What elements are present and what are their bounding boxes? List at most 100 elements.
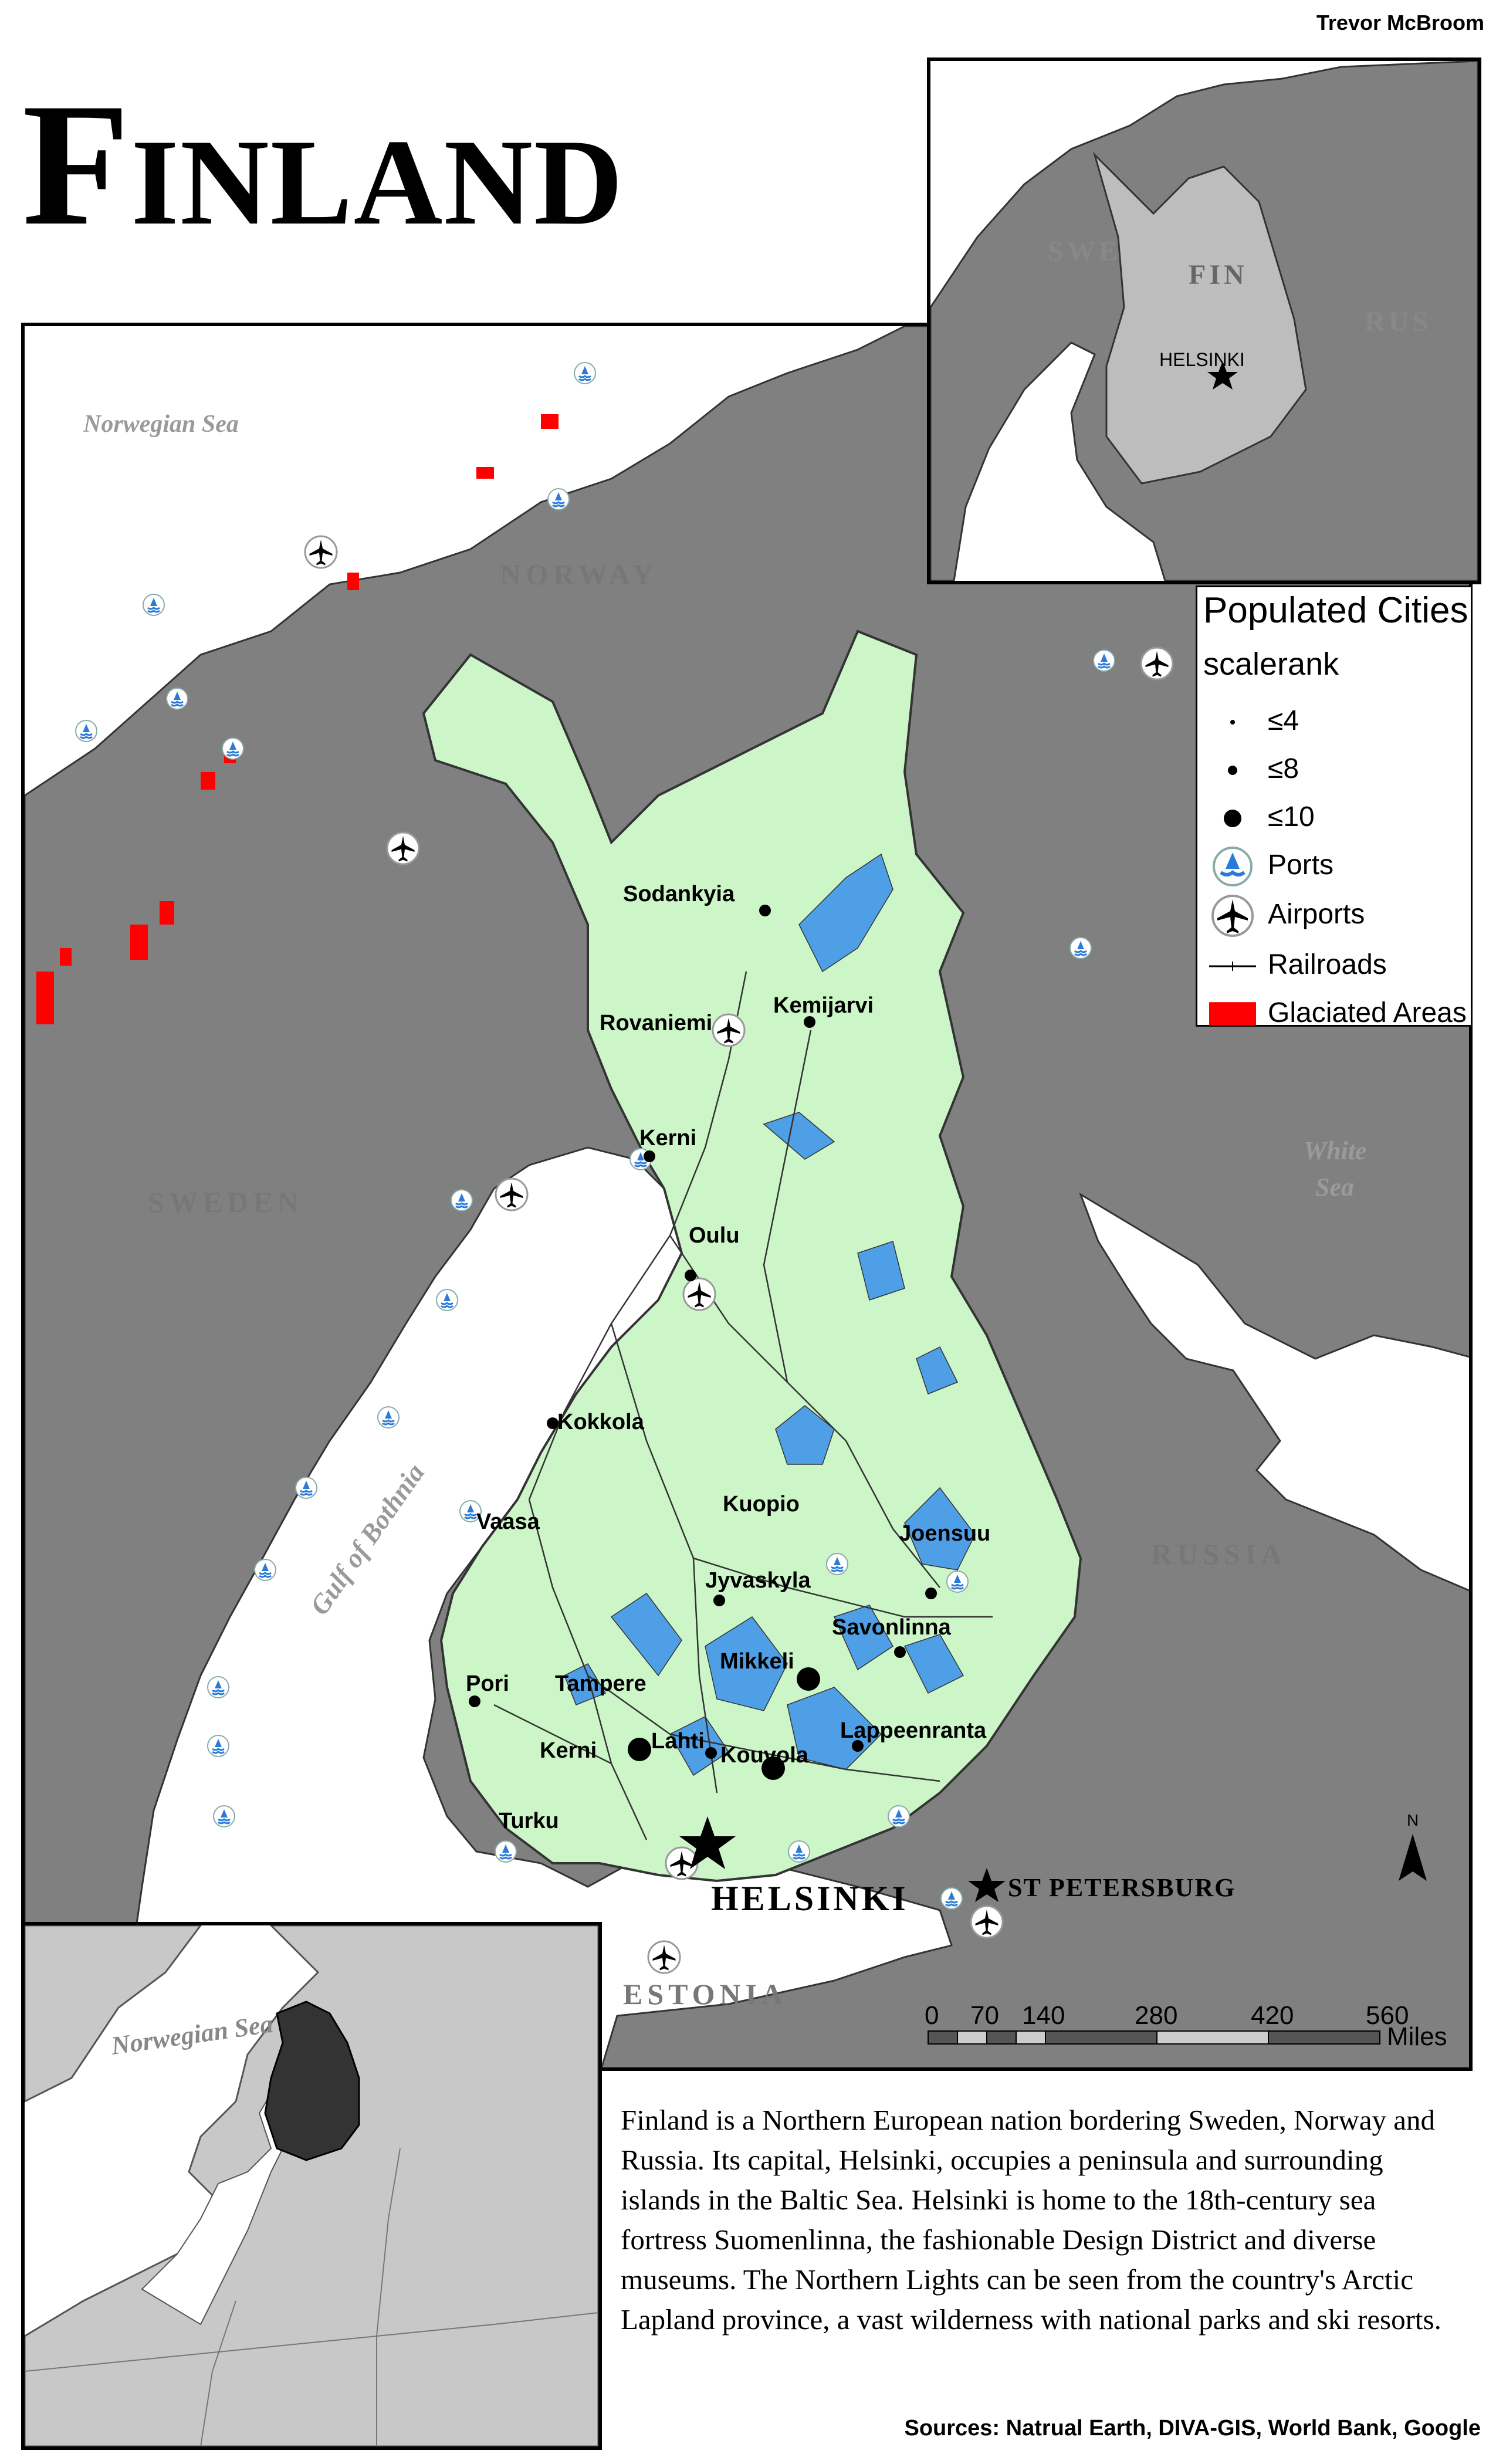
main-map-canvas: Sodankyia Kemijarvi Rovaniemi Kerni Oulu… bbox=[25, 326, 1469, 2071]
port-icon bbox=[377, 1406, 400, 1429]
railroad-icon bbox=[1209, 962, 1256, 971]
airport-icon bbox=[1211, 895, 1254, 937]
svg-text:280: 280 bbox=[1135, 2001, 1177, 2030]
legend-subtitle: scalerank bbox=[1203, 647, 1339, 682]
port-icon bbox=[887, 1805, 911, 1828]
city-label: Savonlinna bbox=[832, 1615, 952, 1640]
city-label: Jyvaskyla bbox=[705, 1568, 811, 1593]
swe-label: SWE bbox=[1048, 236, 1121, 267]
white-sea-label-1: White bbox=[1304, 1136, 1367, 1165]
port-icon bbox=[946, 1570, 969, 1593]
estonia-label: ESTONIA bbox=[623, 1978, 787, 2011]
airport-icon bbox=[495, 1177, 529, 1211]
scale-bar: 0 70 140 280 420 560 Miles bbox=[925, 2001, 1447, 2051]
airport-icon bbox=[682, 1277, 716, 1311]
legend-item: Ports bbox=[1197, 843, 1471, 890]
port-icon bbox=[1213, 847, 1253, 886]
glaciated-areas bbox=[36, 414, 559, 1024]
city-label: Mikkeli bbox=[720, 1649, 794, 1674]
dot-medium-icon bbox=[1228, 766, 1237, 775]
page-title: Finland bbox=[22, 67, 624, 262]
main-map[interactable]: Sodankyia Kemijarvi Rovaniemi Kerni Oulu… bbox=[21, 323, 1473, 2071]
port-icon bbox=[642, 2070, 663, 2071]
svg-text:N: N bbox=[1407, 1811, 1419, 1829]
city-labels: Sodankyia Kemijarvi Rovaniemi Kerni Oulu… bbox=[466, 882, 990, 1833]
city-label: Kokkola bbox=[557, 1410, 645, 1434]
russia-label: RUSSIA bbox=[1151, 1538, 1287, 1571]
svg-text:70: 70 bbox=[970, 2001, 999, 2030]
city-label: Tampere bbox=[555, 1671, 647, 1696]
port-icon bbox=[494, 1840, 517, 1863]
helsinki-star bbox=[1207, 361, 1238, 390]
sweden-label: SWEDEN bbox=[148, 1186, 303, 1219]
port-icon bbox=[787, 1840, 811, 1863]
locator-finland bbox=[264, 2001, 360, 2161]
norway-label: NORWAY bbox=[500, 558, 658, 591]
port-icon bbox=[435, 1288, 459, 1312]
city-label: Lappeenranta bbox=[840, 1718, 987, 1743]
st-petersburg-star bbox=[968, 1868, 1006, 1902]
port-icon bbox=[825, 1552, 849, 1576]
legend-item: Airports bbox=[1197, 892, 1471, 939]
description-text: Finland is a Northern European nation bo… bbox=[621, 2104, 1441, 2336]
legend: Populated Cities scalerank ≤4 ≤8 ≤10 Por… bbox=[1196, 585, 1473, 1028]
legend-title: Populated Cities bbox=[1203, 590, 1468, 631]
glacier-swatch bbox=[1209, 1002, 1256, 1026]
port-icon bbox=[253, 1558, 277, 1582]
city-label: Kerni bbox=[540, 1738, 597, 1763]
legend-item: ≤10 bbox=[1197, 795, 1471, 842]
north-arrow: N bbox=[1399, 1811, 1427, 1881]
airport-icon bbox=[647, 1940, 681, 1974]
svg-text:0: 0 bbox=[925, 2001, 939, 2030]
inset-top-map: SWE FIN RUS HELSINKI bbox=[927, 57, 1481, 584]
port-icon bbox=[207, 1734, 230, 1758]
airport-icon bbox=[304, 535, 338, 569]
port-icon bbox=[450, 1189, 473, 1212]
airport-icon bbox=[970, 1905, 1004, 1939]
port-icon bbox=[573, 361, 597, 385]
port-icon bbox=[1092, 649, 1116, 672]
port-icon bbox=[221, 737, 245, 760]
city-label: Oulu bbox=[689, 1223, 740, 1248]
city-label: Sodankyia bbox=[623, 882, 735, 906]
port-icon bbox=[75, 719, 98, 743]
city-label: Kouvola bbox=[720, 1743, 809, 1768]
port-icon bbox=[212, 1805, 236, 1828]
city-dots bbox=[469, 905, 937, 1780]
legend-item: ≤8 bbox=[1197, 747, 1471, 794]
fin-label: FIN bbox=[1189, 259, 1248, 290]
port-icon bbox=[1069, 936, 1092, 960]
helsinki-label: HELSINKI bbox=[711, 1879, 909, 1918]
legend-item: Railroads bbox=[1197, 943, 1471, 990]
airport-icon bbox=[386, 831, 420, 865]
city-label: Lahti bbox=[651, 1729, 705, 1754]
svg-text:560: 560 bbox=[1366, 2001, 1409, 2030]
city-label: Joensuu bbox=[899, 1521, 990, 1546]
white-sea bbox=[1079, 1192, 1469, 1592]
dot-large-icon bbox=[1224, 810, 1241, 827]
railroads bbox=[493, 971, 993, 1840]
city-label: Kerni bbox=[639, 1126, 696, 1150]
helsinki-star bbox=[679, 1816, 736, 1869]
city-label: Pori bbox=[466, 1671, 509, 1696]
sources-credit: Sources: Natrual Earth, DIVA-GIS, World … bbox=[904, 2416, 1481, 2441]
city-label: Rovaniemi bbox=[600, 1011, 712, 1035]
svg-text:140: 140 bbox=[1022, 2001, 1065, 2030]
port-icon bbox=[547, 488, 570, 511]
rus-label: RUS bbox=[1365, 306, 1431, 337]
dot-small-icon bbox=[1230, 720, 1235, 725]
legend-item: ≤4 bbox=[1197, 699, 1471, 746]
city-label: Turku bbox=[499, 1809, 559, 1833]
port-icon bbox=[295, 1476, 318, 1500]
city-label: Vaasa bbox=[476, 1509, 540, 1534]
city-label: Kuopio bbox=[723, 1492, 800, 1517]
port-icon bbox=[142, 593, 165, 617]
st-petersburg-label: ST PETERSBURG bbox=[1008, 1873, 1236, 1902]
port-icon bbox=[207, 1676, 230, 1699]
inset-finland bbox=[1092, 151, 1307, 485]
port-icon bbox=[165, 687, 189, 710]
gulf-of-bothnia-label: Gulf of Bothnia bbox=[304, 1458, 430, 1620]
author-credit: Trevor McBroom bbox=[1316, 11, 1484, 35]
svg-text:420: 420 bbox=[1251, 2001, 1294, 2030]
inset-helsinki-label: HELSINKI bbox=[1159, 349, 1245, 370]
